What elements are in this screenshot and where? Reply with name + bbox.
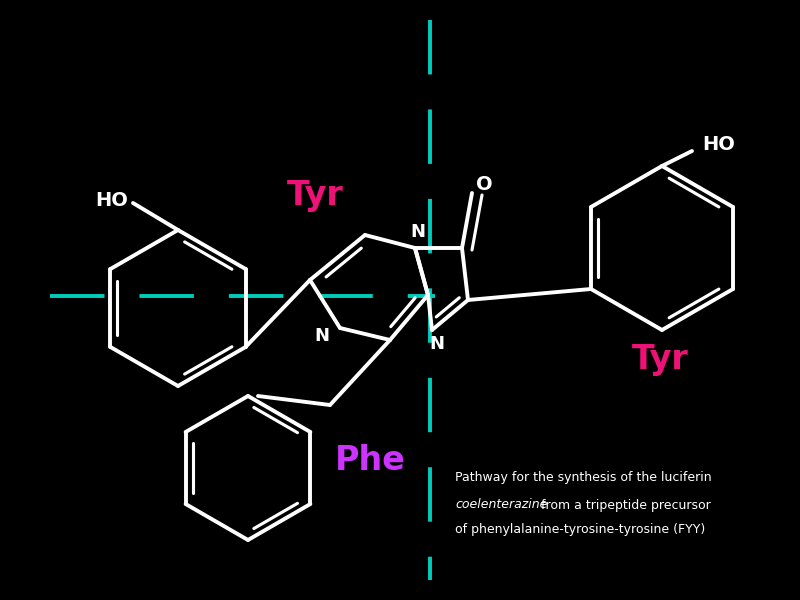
Text: N: N	[430, 335, 445, 353]
Text: Tyr: Tyr	[286, 179, 343, 211]
Text: coelenterazine: coelenterazine	[455, 499, 547, 511]
Text: O: O	[476, 175, 492, 194]
Text: Pathway for the synthesis of the luciferin: Pathway for the synthesis of the lucifer…	[455, 472, 712, 485]
Text: of phenylalanine-tyrosine-tyrosine (FYY): of phenylalanine-tyrosine-tyrosine (FYY)	[455, 523, 706, 536]
Text: HO: HO	[95, 191, 128, 209]
Text: Tyr: Tyr	[632, 343, 688, 377]
Text: N: N	[410, 223, 426, 241]
Text: Phe: Phe	[334, 443, 406, 476]
Text: from a tripeptide precursor: from a tripeptide precursor	[537, 499, 710, 511]
Text: N: N	[314, 327, 330, 345]
Text: HO: HO	[702, 134, 735, 154]
